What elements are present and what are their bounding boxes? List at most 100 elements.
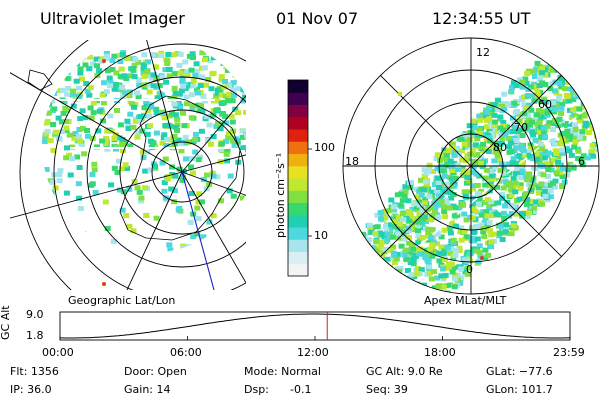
emission-pixel [377,216,384,222]
emission-pixel [150,52,157,58]
emission-pixel [559,136,566,142]
emission-pixel [478,144,485,150]
emission-pixel [255,137,261,142]
emission-pixel [426,270,433,276]
emission-pixel [522,76,529,82]
emission-pixel [119,142,126,148]
emission-pixel [543,161,550,167]
emission-pixel [553,170,560,176]
emission-pixel [491,112,498,118]
emission-pixel [591,105,598,111]
emission-pixel [217,87,224,93]
emission-pixel [76,134,83,139]
emission-pixel [478,188,485,194]
emission-pixel [580,153,587,159]
emission-pixel [174,116,181,122]
emission-pixel [256,60,262,65]
emission-pixel [178,88,185,94]
emission-pixel [401,236,408,242]
emission-pixel [194,205,201,211]
emission-pixel [459,201,466,207]
emission-pixel [542,99,549,105]
glon-value: GLon: 101.7 [486,383,553,396]
emission-pixel [412,283,419,289]
emission-pixel [140,70,147,76]
emission-pixel [128,73,135,79]
emission-pixel [531,209,538,215]
colorbar-segment [288,129,308,142]
emission-pixel [426,193,433,199]
emission-pixel [153,110,160,116]
emission-pixel [43,63,49,69]
emission-pixel [164,61,171,66]
emission-pixel [205,76,212,82]
emission-pixel [142,168,149,174]
emission-pixel [160,110,167,116]
emission-pixel [117,59,124,64]
emission-pixel [427,205,434,211]
emission-pixel [421,250,427,256]
emission-pixel [566,98,573,104]
emission-pixel [147,167,154,173]
emission-pixel [458,275,464,281]
emission-pixel [406,240,413,246]
emission-pixel [161,115,168,121]
emission-pixel [52,129,59,135]
emission-pixel [55,115,62,121]
emission-pixel [464,234,470,240]
emission-pixel [185,139,191,145]
emission-pixel [469,203,476,209]
emission-pixel [474,136,481,142]
emission-pixel [130,67,137,73]
emission-pixel [526,102,533,108]
emission-pixel [249,122,255,127]
emission-pixel [429,189,436,195]
emission-pixel [464,134,471,140]
emission-pixel [496,158,503,163]
emission-pixel [490,143,496,149]
emission-pixel [91,167,98,173]
emission-pixel [434,275,441,281]
emission-pixel [56,88,62,94]
emission-pixel [427,246,434,252]
emission-pixel [501,91,508,97]
emission-pixel [260,111,266,116]
emission-pixel [239,134,246,140]
emission-pixel [541,149,548,155]
emission-pixel [415,218,422,224]
emission-pixel [118,66,125,72]
emission-pixel [183,94,190,100]
emission-pixel [252,57,258,62]
emission-pixel [188,92,195,98]
emission-pixel [525,113,532,119]
emission-pixel [56,172,63,178]
emission-pixel [192,149,199,155]
emission-pixel [74,154,81,160]
mlt-label-12: 12 [476,46,490,59]
emission-pixel [407,213,414,219]
emission-pixel [42,102,49,108]
emission-pixel [428,217,435,223]
emission-pixel [388,222,394,228]
emission-pixel [436,258,443,264]
emission-pixel [435,180,442,186]
emission-pixel [172,112,179,118]
emission-pixel [79,108,86,114]
emission-pixel [581,88,588,94]
emission-pixel [507,140,514,146]
emission-pixel [42,63,48,69]
emission-pixel [42,96,48,102]
emission-pixel [131,104,137,110]
emission-pixel [103,135,110,141]
emission-pixel [462,193,469,199]
emission-pixel [209,170,216,176]
emission-pixel [550,67,557,73]
emission-pixel [566,107,573,113]
emission-pixel [119,137,126,142]
emission-pixel [213,123,220,129]
emission-pixel [447,230,454,236]
colorbar-segment [288,227,308,240]
emission-pixel [383,257,390,263]
emission-pixel [447,250,454,256]
emission-pixel [508,231,515,237]
